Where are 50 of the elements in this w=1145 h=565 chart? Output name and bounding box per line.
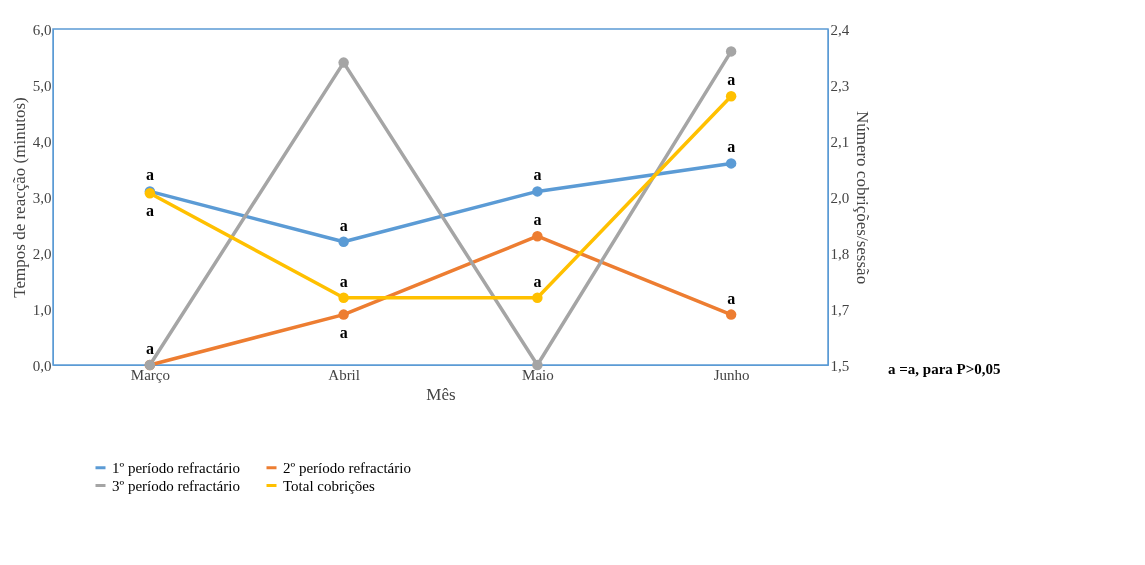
data-label: a [145, 202, 154, 220]
x-tick-label: Abril [328, 366, 360, 383]
point [532, 292, 543, 304]
point [725, 309, 737, 320]
y-tick-label: 3,0 [32, 189, 52, 206]
x-tick-label: Junho [713, 366, 750, 383]
point [338, 57, 349, 68]
data-label: a [339, 272, 348, 290]
point [725, 90, 737, 102]
data-label: a [533, 211, 542, 229]
data-label: a [339, 216, 348, 234]
y-axis-title: Tempos de reacção (minutos) [9, 97, 29, 298]
point [725, 46, 737, 57]
x-tick-label: Maio [522, 366, 554, 383]
y-tick-label: 5,0 [32, 77, 52, 94]
data-label: a [727, 71, 736, 89]
y-tick-label: 0,0 [32, 357, 52, 374]
y-tick-label: 2,0 [32, 245, 52, 262]
x-tick-label: Março [130, 366, 170, 383]
text: a =a, para P>0,05 [888, 361, 1001, 377]
data-label: a [533, 272, 542, 290]
x-axis-title: Mês [426, 384, 456, 404]
data-label: a [533, 166, 542, 184]
y2-tick-label: 1,5 [830, 357, 850, 374]
point [338, 309, 349, 320]
y-tick-label: 6,0 [32, 21, 52, 38]
legend-label: 3º período refractário [112, 477, 240, 494]
point [338, 292, 349, 304]
y-tick-label: 4,0 [32, 133, 52, 150]
y2-tick-label: 1,7 [830, 301, 850, 318]
data-label: a [145, 166, 154, 184]
y2-axis-title: Número cobrições/sessão [853, 110, 873, 285]
y2-tick-label: 2,1 [830, 133, 850, 150]
y2-tick-label: 2,4 [830, 21, 850, 38]
legend-label: 2º período refractário [283, 459, 411, 476]
data-label: a [339, 323, 348, 341]
legend-label: Total cobrições [283, 477, 375, 494]
point [532, 230, 543, 242]
point [532, 186, 543, 197]
data-label: a [727, 138, 736, 156]
y2-tick-label: 2,0 [830, 189, 850, 206]
y2-tick-label: 1,8 [830, 245, 850, 262]
data-label: a [145, 340, 154, 357]
point [532, 359, 543, 371]
point [338, 236, 349, 248]
y2-tick-label: 2,3 [830, 77, 850, 94]
y-tick-label: 1,0 [32, 301, 52, 318]
legend-label: 1º período refractário [112, 459, 240, 476]
point [725, 158, 737, 169]
data-label: a [727, 289, 736, 307]
